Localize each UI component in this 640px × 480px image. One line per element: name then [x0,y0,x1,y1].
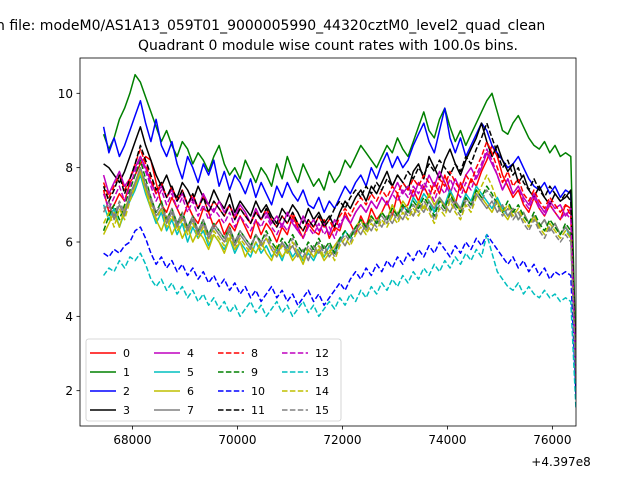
x-axis: 68000 70000 72000 74000 76000 [113,426,571,447]
legend-label-6: 6 [187,385,194,398]
legend-label-7: 7 [187,404,194,417]
legend-box [85,338,342,422]
y-axis: 2 4 6 8 10 [58,87,80,398]
x-tick-label: 76000 [533,433,571,447]
series-line-4 [102,152,576,376]
y-tick-label: 6 [65,236,73,250]
legend-label-0: 0 [123,347,130,360]
legend-label-11: 11 [251,404,265,417]
x-offset-label: +4.397e8 [531,455,590,469]
legend-label-3: 3 [123,404,130,417]
series-line-12 [102,148,576,376]
x-tick-label: 74000 [428,433,466,447]
series-line-14 [102,170,576,380]
series-line-15 [103,166,576,380]
legend-label-13: 13 [315,366,329,379]
chart-title: Quadrant 0 module wise count rates with … [138,38,518,54]
x-tick-label: 68000 [113,433,151,447]
legend-label-2: 2 [123,385,130,398]
series-line-8 [102,140,576,373]
series-line-1 [102,73,576,361]
series-line-5 [102,174,576,384]
x-tick-label: 70000 [218,433,256,447]
y-tick-label: 2 [65,384,73,398]
series-line-3 [103,122,576,380]
y-tick-label: 4 [65,310,73,324]
y-tick-label: 10 [58,87,73,101]
series-line-2 [102,99,576,388]
series-line-13 [102,233,576,410]
legend-label-5: 5 [187,366,194,379]
legend-label-12: 12 [315,347,329,360]
figure-suptitle: n file: modeM0/AS1A13_059T01_9000005990_… [0,18,545,34]
legend-label-10: 10 [251,385,265,398]
plot-area [79,57,577,427]
series-line-10 [103,226,576,395]
legend-label-14: 14 [315,385,329,398]
series-lines [102,73,576,410]
legend-label-4: 4 [187,347,194,360]
legend-label-9: 9 [251,366,258,379]
legend-label-1: 1 [123,366,130,379]
legend-label-8: 8 [251,347,258,360]
x-tick-label: 72000 [323,433,361,447]
legend-label-15: 15 [315,404,329,417]
y-tick-label: 8 [65,161,73,175]
